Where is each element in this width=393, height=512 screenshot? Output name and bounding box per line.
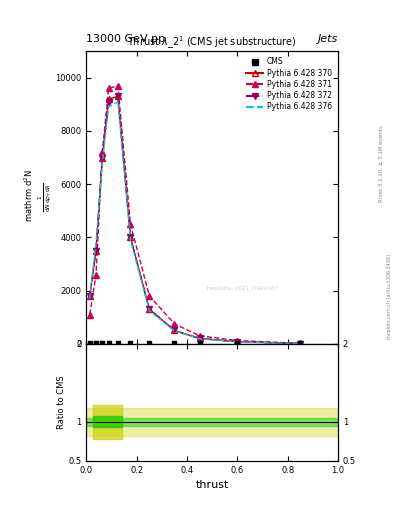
Bar: [86, 408, 338, 436]
Bar: [93, 416, 122, 427]
Point: [93, 339, 99, 347]
Point: [171, 339, 178, 347]
Point: [99, 339, 105, 347]
Point: [105, 339, 112, 347]
Title: Thrust $\lambda\_2^1$ (CMS jet substructure): Thrust $\lambda\_2^1$ (CMS jet substruct…: [127, 34, 297, 51]
Legend: CMS, Pythia 6.428 370, Pythia 6.428 371, Pythia 6.428 372, Pythia 6.428 376: CMS, Pythia 6.428 370, Pythia 6.428 371,…: [244, 55, 334, 114]
Point: [146, 339, 152, 347]
Point: [115, 339, 121, 347]
Point: [196, 339, 203, 347]
Text: HepData: 2021_I1920187: HepData: 2021_I1920187: [207, 285, 278, 291]
Text: Jets: Jets: [318, 33, 338, 44]
Point: [297, 339, 303, 347]
Y-axis label: Ratio to CMS: Ratio to CMS: [57, 375, 66, 429]
X-axis label: thrust: thrust: [196, 480, 229, 490]
Text: Rivet 3.1.10, ≥ 3.1M events: Rivet 3.1.10, ≥ 3.1M events: [379, 125, 384, 202]
Point: [234, 339, 241, 347]
Bar: [93, 404, 122, 439]
Text: mcplots.cern.ch [arXiv:1306.3436]: mcplots.cern.ch [arXiv:1306.3436]: [387, 254, 391, 339]
Y-axis label:   mathrm d$^{2}$N
$\frac{1}{\mathrm{d}N\,\mathrm{d}p_T\,\mathrm{d}\lambda}$: mathrm d$^{2}$N $\frac{1}{\mathrm{d}N\,\…: [22, 168, 54, 227]
Point: [127, 339, 134, 347]
Bar: [86, 418, 338, 425]
Point: [86, 339, 93, 347]
Text: 13000 GeV pp: 13000 GeV pp: [86, 33, 165, 44]
